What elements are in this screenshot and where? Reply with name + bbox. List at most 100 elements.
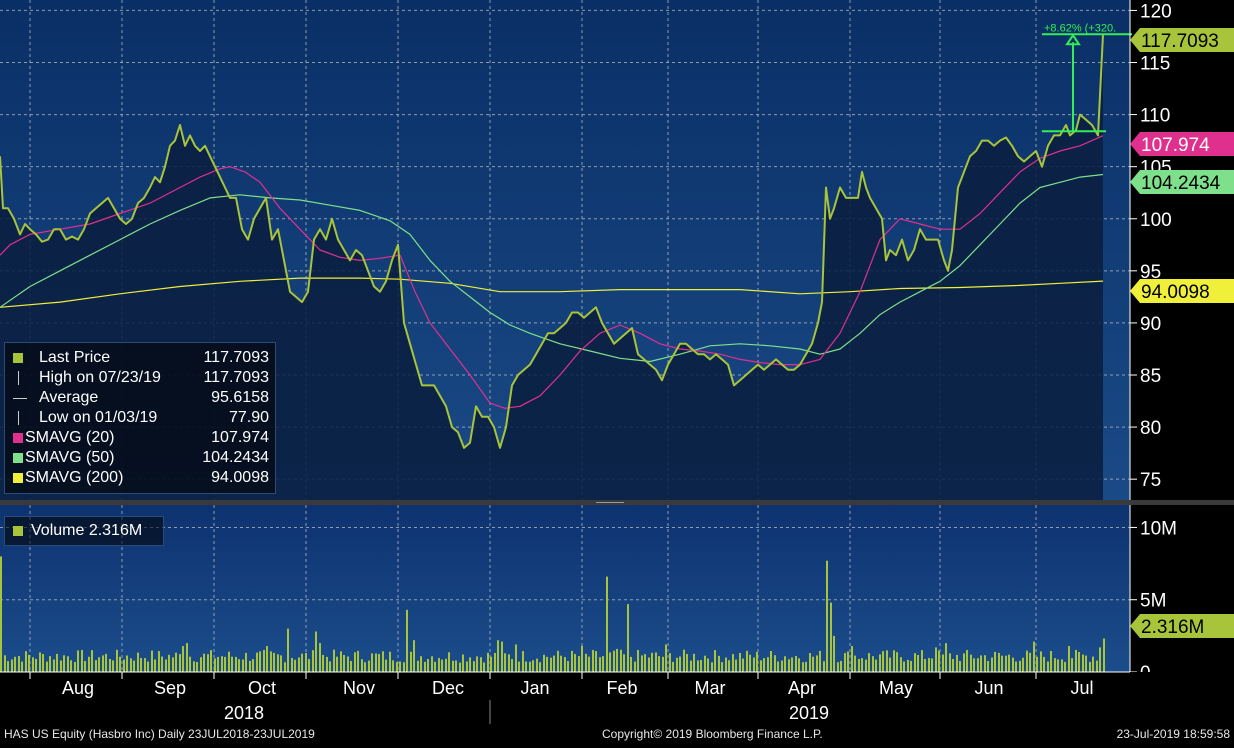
legend-label: Last Price: [39, 349, 111, 366]
volume-bar: [165, 659, 167, 672]
volume-bar: [126, 655, 128, 672]
volume-bar: [595, 651, 597, 672]
volume-bar: [18, 656, 20, 672]
volume-bar: [60, 660, 62, 672]
volume-bar: [49, 656, 51, 672]
volume-bar: [56, 653, 58, 672]
volume-bar: [25, 651, 27, 672]
x-month-label: Sep: [154, 678, 186, 698]
volume-bar: [406, 609, 408, 672]
volume-bar: [74, 662, 76, 672]
volume-bar: [389, 651, 391, 672]
last-value-tag: [1130, 132, 1234, 156]
price-tick-label: 80: [1140, 418, 1161, 439]
last-value-tag-text: 104.2434: [1141, 173, 1221, 194]
legend-value: 107.974: [211, 429, 269, 446]
series-line-last-price[interactable]: [0, 34, 1104, 449]
volume-bar: [1085, 655, 1087, 672]
volume-bar: [329, 661, 331, 672]
legend-swatch: [13, 453, 23, 463]
volume-bar: [35, 658, 37, 672]
legend-marker-low: [18, 411, 19, 425]
volume-bar: [945, 643, 947, 672]
x-month-label: May: [879, 678, 913, 698]
volume-bar: [455, 660, 457, 672]
volume-bar: [1022, 657, 1024, 672]
volume-bar: [161, 656, 163, 672]
volume-tick-label: 5M: [1140, 591, 1166, 612]
volume-bar: [763, 658, 765, 672]
volume-bar: [1001, 655, 1003, 672]
volume-bar: [949, 653, 951, 672]
legend-swatch: [13, 473, 23, 483]
volume-bar: [994, 651, 996, 672]
volume-bar: [182, 646, 184, 672]
legend-value: 117.7093: [203, 369, 269, 386]
volume-bar: [315, 631, 317, 672]
legend-marker-average: [13, 398, 27, 399]
volume-bar: [242, 659, 244, 672]
volume-bar: [784, 656, 786, 672]
volume-bar: [284, 662, 286, 672]
volume-bar: [427, 659, 429, 672]
volume-bar: [221, 656, 223, 672]
volume-bar: [753, 657, 755, 672]
volume-bar: [445, 658, 447, 672]
volume-bar: [921, 650, 923, 672]
volume-bar: [424, 661, 426, 672]
volume-bar: [4, 655, 6, 672]
price-tick-label: 95: [1140, 262, 1161, 283]
volume-bar: [203, 653, 205, 672]
volume-bar: [347, 656, 349, 672]
volume-bar: [1040, 651, 1042, 672]
volume-bar: [84, 661, 86, 672]
legend-row-average: Average 95.6158: [11, 388, 269, 408]
volume-bar: [511, 659, 513, 672]
volume-bar: [245, 652, 247, 672]
volume-bar: [452, 660, 454, 672]
series-line-smavg-50[interactable]: [0, 173, 1104, 363]
volume-bar: [70, 660, 72, 672]
volume-bar: [490, 656, 492, 672]
volume-bar: [413, 640, 415, 672]
volume-bar: [361, 659, 363, 672]
volume-bar: [277, 654, 279, 672]
volume-bar: [1071, 658, 1073, 672]
volume-bar: [886, 650, 888, 672]
volume-legend[interactable]: Volume 2.316M: [4, 516, 164, 546]
x-month-label: Oct: [248, 678, 276, 698]
volume-bar: [620, 649, 622, 672]
volume-bar: [623, 654, 625, 672]
volume-bar: [704, 655, 706, 672]
volume-bar: [294, 659, 296, 672]
volume-bar: [858, 659, 860, 672]
volume-bar: [298, 657, 300, 672]
volume-bar: [497, 640, 499, 672]
series-line-smavg-20[interactable]: [0, 135, 1104, 409]
series-line-smavg-200[interactable]: [0, 277, 1104, 308]
volume-bar: [742, 658, 744, 672]
volume-bar: [200, 657, 202, 672]
volume-bar: [634, 661, 636, 672]
volume-bars: [0, 556, 1105, 672]
volume-bar: [305, 653, 307, 672]
volume-tick-label: 10M: [1140, 518, 1177, 539]
volume-bar: [840, 660, 842, 672]
volume-bar: [676, 657, 678, 672]
volume-bar: [403, 662, 405, 672]
volume-bar: [32, 657, 34, 672]
volume-bar: [868, 653, 870, 672]
volume-bar: [739, 653, 741, 672]
volume-bar: [875, 659, 877, 672]
volume-bar: [207, 654, 209, 672]
volume-bar: [557, 650, 559, 672]
volume-bar: [679, 656, 681, 672]
volume-bar: [683, 649, 685, 672]
last-value-tags: 117.7093 107.974 104.2434 94.0098 2.316M: [1130, 28, 1234, 638]
volume-bar: [340, 651, 342, 672]
volume-bar: [914, 653, 916, 672]
volume-bar: [312, 650, 314, 672]
volume-bar: [14, 656, 16, 672]
price-legend[interactable]: Last Price 117.7093 High on 07/23/19 117…: [4, 342, 276, 494]
volume-bar: [172, 657, 174, 672]
